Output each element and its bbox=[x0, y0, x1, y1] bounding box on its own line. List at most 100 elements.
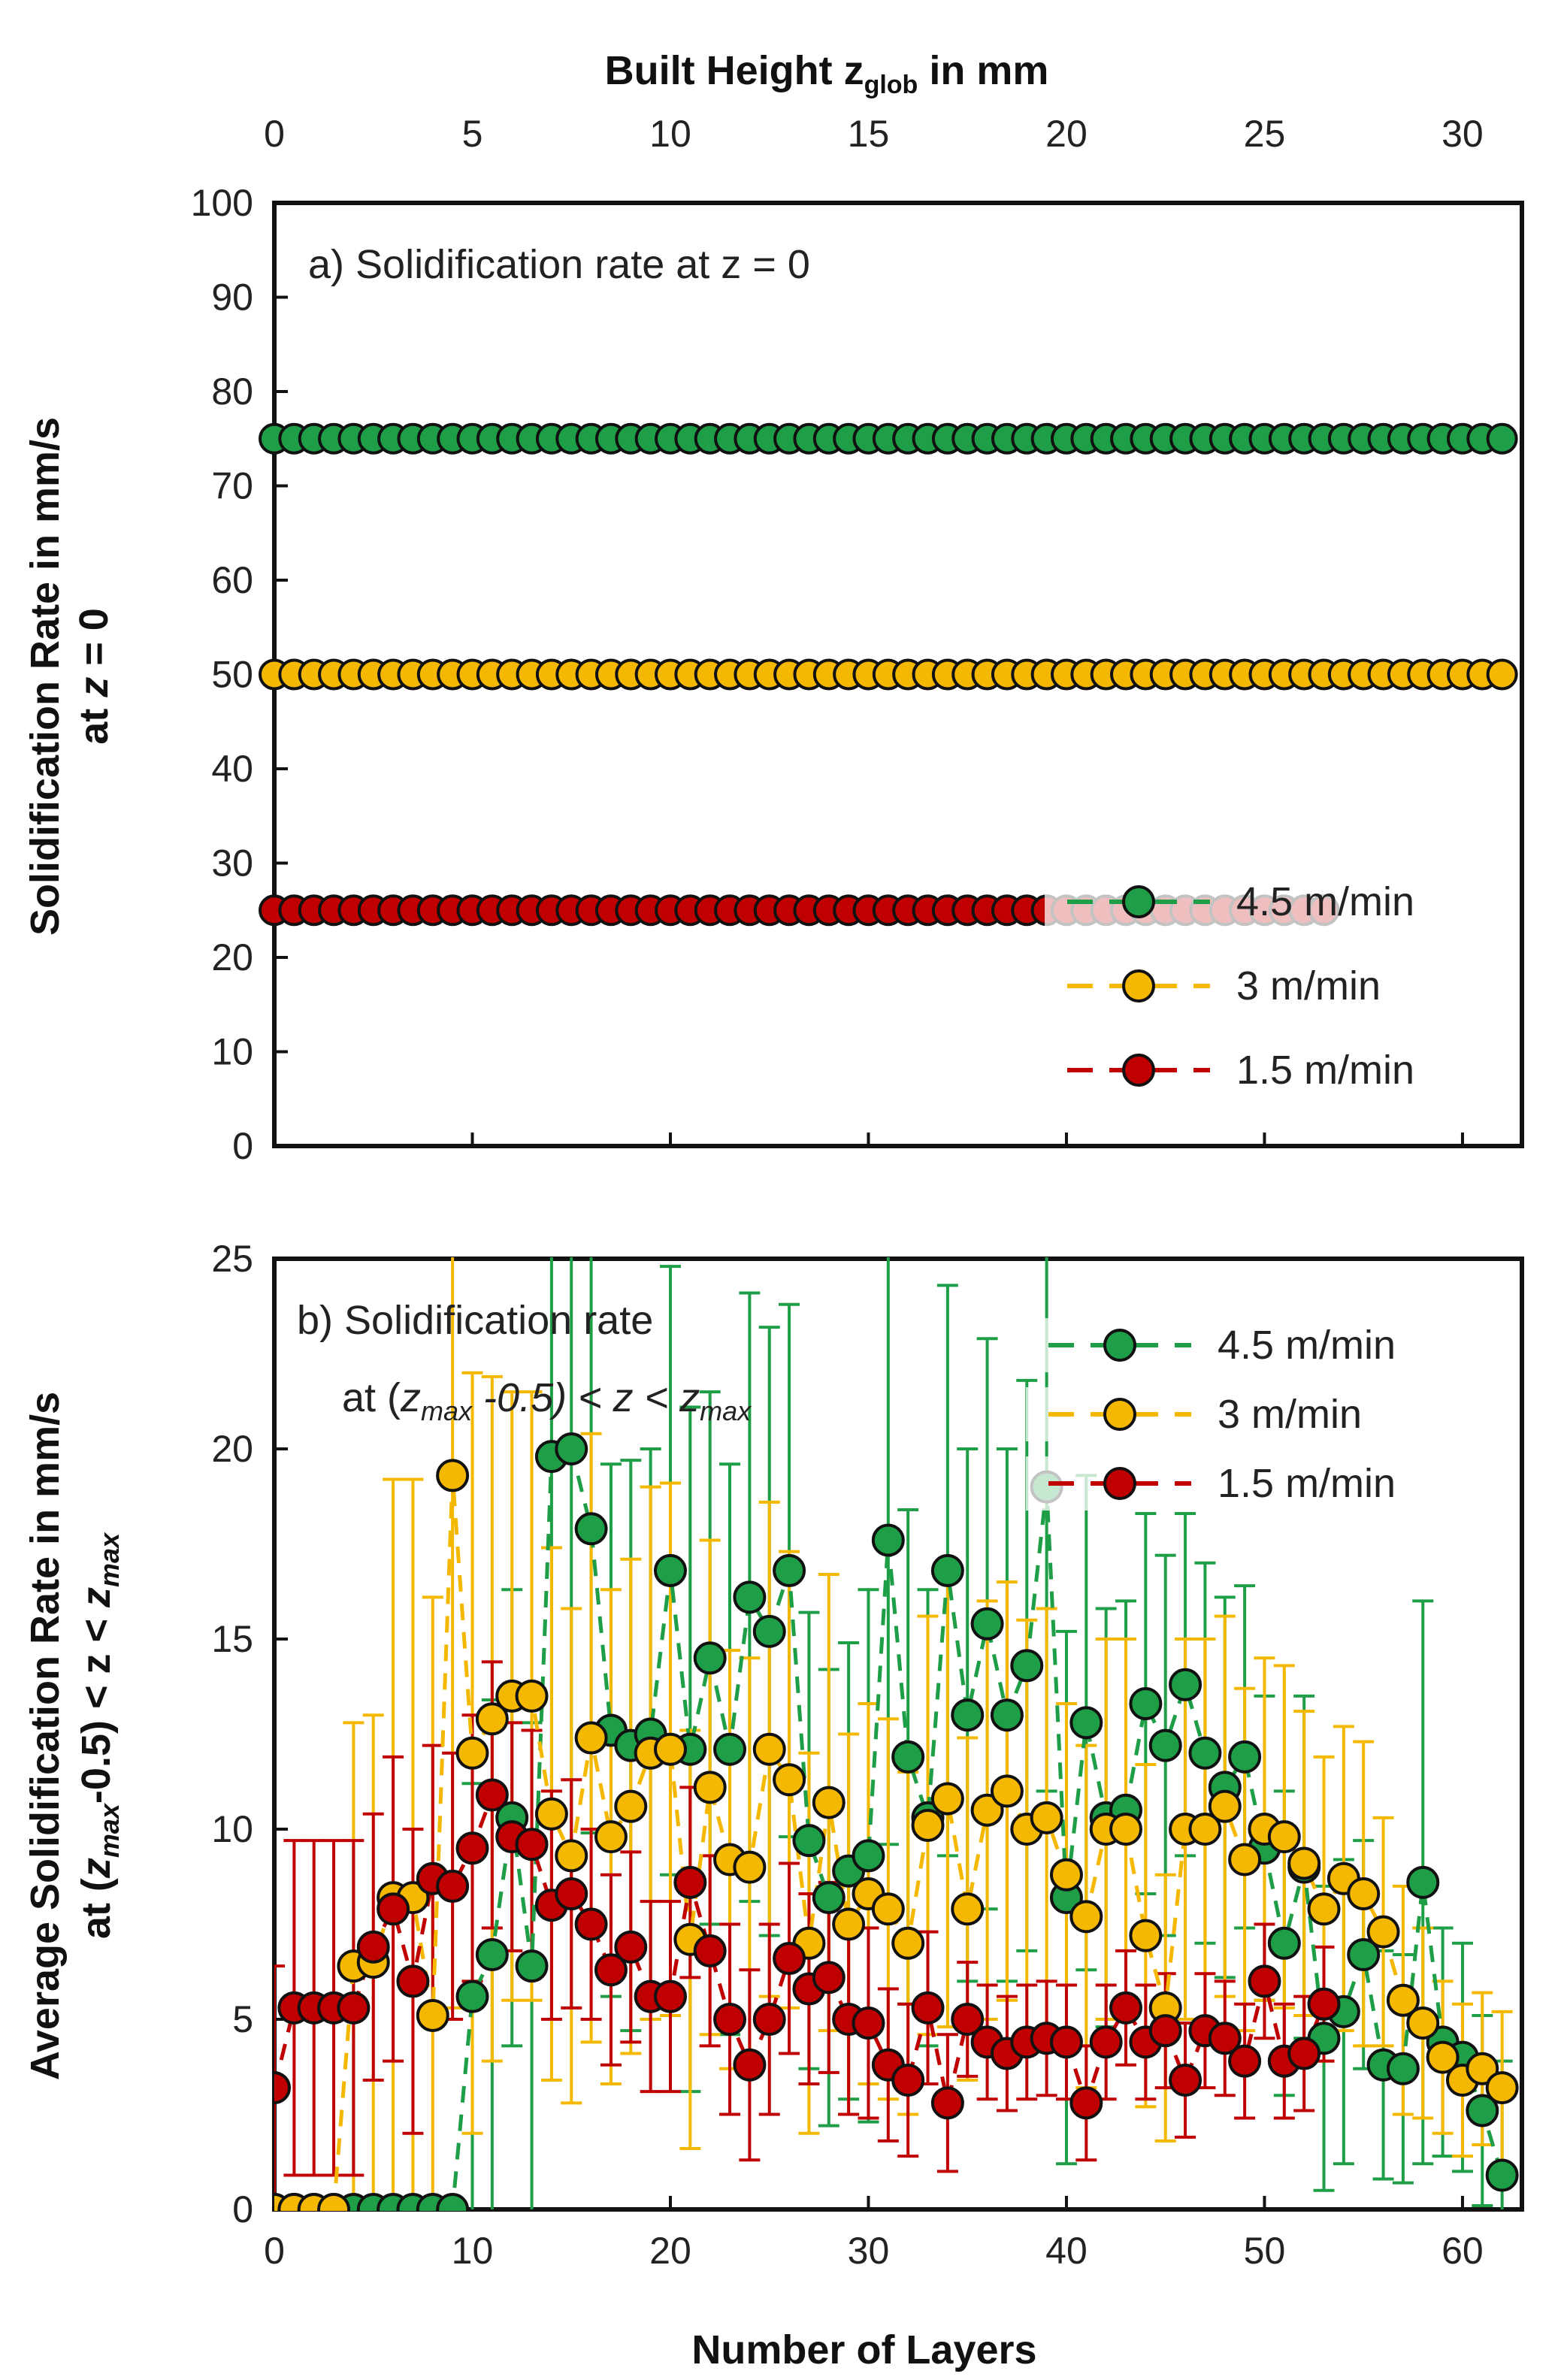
b-ytick-label: 20 bbox=[211, 1428, 253, 1470]
b-point bbox=[1307, 1892, 1341, 1926]
svg-text:at (zmax-0.5) < z < zmax: at (zmax-0.5) < z < zmax bbox=[74, 1532, 125, 1939]
b-point bbox=[713, 1732, 747, 1766]
b-point bbox=[1386, 2052, 1420, 2085]
b-point bbox=[455, 1736, 489, 1770]
panel-b-marks bbox=[274, 1257, 1519, 2211]
b-point bbox=[812, 1961, 846, 1994]
b-point bbox=[891, 1926, 925, 1960]
b-point bbox=[871, 1892, 905, 1926]
b-point bbox=[614, 1930, 648, 1964]
a-series-1 bbox=[259, 658, 1518, 691]
a-legend-entry-1: 3 m/min bbox=[1045, 959, 1381, 1013]
b-point bbox=[555, 1432, 588, 1465]
b-point bbox=[990, 1774, 1024, 1808]
b-point bbox=[1287, 1846, 1321, 1880]
a-ytick-label: 80 bbox=[211, 370, 253, 413]
b-point bbox=[1267, 1820, 1301, 1854]
b-point bbox=[1426, 2040, 1460, 2074]
a-ytick-label: 20 bbox=[211, 936, 253, 978]
b-point bbox=[1406, 1865, 1440, 1899]
b-point bbox=[1485, 2071, 1519, 2105]
b-point bbox=[1049, 2025, 1083, 2059]
b-point bbox=[594, 1820, 628, 1854]
a-legend-entry-2: 1.5 m/min bbox=[1045, 1043, 1414, 1097]
b-point bbox=[555, 1877, 588, 1911]
b-point bbox=[1109, 1991, 1143, 2025]
b-legend-entry-0: 4.5 m/min bbox=[1026, 1318, 1396, 1372]
b-xtick-label: 60 bbox=[1441, 2230, 1484, 2272]
b-point bbox=[1366, 1915, 1400, 1949]
b-points-1 bbox=[274, 1459, 1519, 2211]
b-xtick-label: 10 bbox=[452, 2230, 494, 2272]
b-xtick-label: 50 bbox=[1244, 2230, 1286, 2272]
a-legend-label: 1.5 m/min bbox=[1236, 1048, 1414, 1093]
b-point bbox=[1307, 1987, 1341, 2021]
b-point bbox=[970, 1607, 1004, 1641]
b-legend-marker bbox=[1103, 1398, 1136, 1431]
b-point bbox=[891, 1740, 925, 1774]
b-point bbox=[693, 1934, 727, 1967]
b-point bbox=[1169, 1668, 1202, 1701]
b-point bbox=[1208, 2022, 1242, 2055]
b-point bbox=[1466, 2094, 1499, 2127]
b-point bbox=[1129, 1687, 1163, 1721]
b-point bbox=[911, 1808, 945, 1842]
b-point bbox=[574, 1512, 608, 1546]
b-point bbox=[1228, 1740, 1262, 1774]
b-point bbox=[773, 1553, 806, 1587]
b-point bbox=[970, 1793, 1004, 1827]
b-point bbox=[773, 1942, 806, 1976]
b-point bbox=[534, 1797, 568, 1831]
b-legend-entry-1: 3 m/min bbox=[1026, 1387, 1362, 1441]
panel-b-ticks: 0 5 10 15 20 25 0 10 20 30 40 50 60 bbox=[211, 1238, 1483, 2272]
panel-a-ylabel: Solidification Rate in mm/s at z = 0 bbox=[23, 417, 116, 936]
b-point bbox=[792, 1824, 826, 1858]
b-point bbox=[1466, 2052, 1499, 2085]
top-axis-ticks: 0 5 10 15 20 25 30 bbox=[264, 113, 1484, 155]
b-point bbox=[1069, 1900, 1103, 1934]
b-point bbox=[574, 1907, 608, 1941]
a-legend-label: 4.5 m/min bbox=[1236, 879, 1414, 924]
b-point bbox=[773, 1763, 806, 1797]
top-tick-label: 30 bbox=[1441, 113, 1484, 155]
a-ytick-label: 90 bbox=[211, 277, 253, 319]
a-legend-label: 3 m/min bbox=[1236, 963, 1381, 1009]
b-point bbox=[832, 1907, 866, 1941]
b-ytick-label: 0 bbox=[232, 2188, 253, 2230]
a-ytick-label: 40 bbox=[211, 748, 253, 790]
b-ytick-label: 25 bbox=[211, 1238, 253, 1280]
svg-text:at z = 0: at z = 0 bbox=[71, 608, 116, 745]
panel-b-annotation-line2: at (zmax -0.5) < z < zmax bbox=[342, 1375, 752, 1426]
b-legend-label: 4.5 m/min bbox=[1218, 1323, 1396, 1368]
b-point bbox=[1386, 1983, 1420, 2017]
b-point bbox=[693, 1641, 727, 1675]
a-ytick-label: 0 bbox=[232, 1125, 253, 1167]
a-series-0 bbox=[259, 422, 1518, 455]
b-point bbox=[852, 2007, 885, 2040]
b-point bbox=[752, 1614, 786, 1648]
svg-text:Solidification Rate in mm/s: Solidification Rate in mm/s bbox=[23, 417, 68, 936]
b-point bbox=[455, 1979, 489, 2013]
b-legend-label: 3 m/min bbox=[1218, 1392, 1362, 1437]
a-ytick-label: 50 bbox=[211, 654, 253, 696]
panel-b-frame bbox=[272, 1257, 1524, 2212]
b-point bbox=[356, 1930, 390, 1964]
b-point bbox=[1109, 1813, 1143, 1846]
b-point bbox=[1406, 2007, 1440, 2040]
panel-a-marks bbox=[259, 422, 1518, 927]
top-axis-title: Built Height zglob in mm bbox=[605, 48, 1049, 99]
top-tick-label: 20 bbox=[1045, 113, 1088, 155]
b-point bbox=[693, 1771, 727, 1804]
top-tick-label: 25 bbox=[1244, 113, 1286, 155]
b-point bbox=[555, 1839, 588, 1873]
b-point bbox=[1089, 2025, 1123, 2059]
b-point bbox=[1148, 1728, 1182, 1762]
b-point bbox=[1069, 1706, 1103, 1740]
b-point bbox=[455, 1831, 489, 1865]
b-point bbox=[713, 2003, 747, 2036]
b-point bbox=[614, 1789, 648, 1823]
b-point bbox=[951, 1892, 985, 1926]
panel-b-annotation-line1: b) Solidification rate bbox=[297, 1298, 653, 1343]
b-point bbox=[930, 2086, 964, 2120]
b-point bbox=[653, 1979, 687, 2013]
